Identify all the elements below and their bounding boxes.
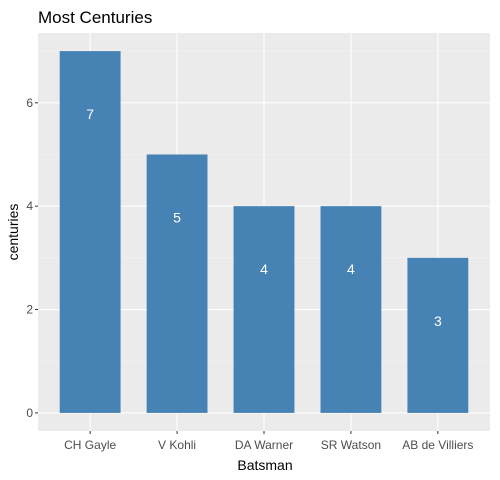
bar bbox=[320, 206, 382, 413]
y-tick-label: 4 bbox=[26, 199, 33, 213]
x-axis: CH Gayle V Kohli DA Warner SR Watson AB de V… bbox=[64, 431, 473, 452]
y-tick-label: 2 bbox=[26, 303, 33, 317]
x-tick-label: AB de Villiers bbox=[402, 438, 473, 452]
bar bbox=[233, 206, 295, 413]
x-tick-label: V Kohli bbox=[158, 438, 196, 452]
bar-value-label: 3 bbox=[434, 313, 442, 329]
y-axis-title: centuries bbox=[5, 204, 21, 261]
bar bbox=[146, 154, 208, 413]
y-tick-label: 6 bbox=[26, 96, 33, 110]
x-axis-title: Batsman bbox=[237, 457, 292, 473]
y-axis: 0 2 4 6 bbox=[26, 96, 38, 420]
bar bbox=[59, 51, 121, 413]
x-tick-label: CH Gayle bbox=[64, 438, 116, 452]
chart-title: Most Centuries bbox=[38, 8, 152, 27]
bar-labels: 7 5 4 4 3 bbox=[86, 106, 442, 329]
bar-value-label: 4 bbox=[260, 261, 268, 277]
bar-value-label: 5 bbox=[173, 209, 181, 225]
x-tick-label: SR Watson bbox=[321, 438, 381, 452]
bar-value-label: 7 bbox=[86, 106, 94, 122]
bars bbox=[59, 51, 469, 413]
x-tick-label: DA Warner bbox=[235, 438, 293, 452]
bar bbox=[407, 257, 469, 413]
bar-value-label: 4 bbox=[347, 261, 355, 277]
y-tick-label: 0 bbox=[26, 406, 33, 420]
